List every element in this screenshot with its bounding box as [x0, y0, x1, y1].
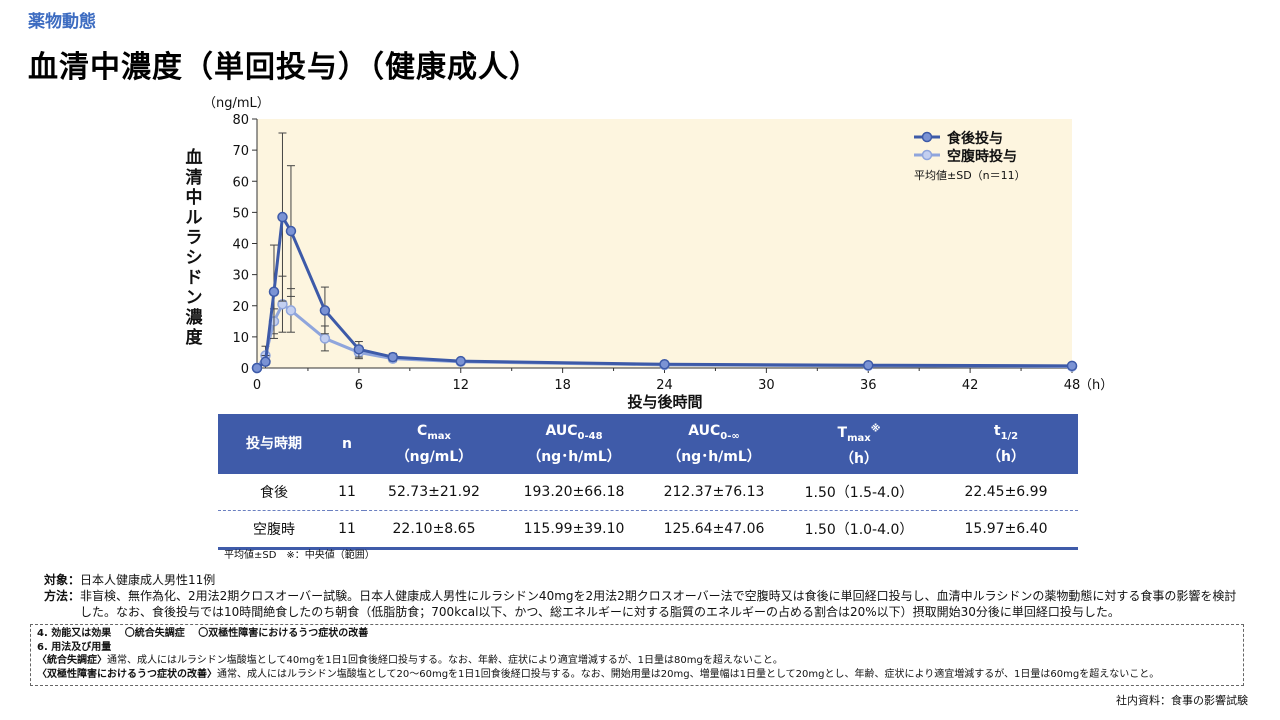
y-tick-label: 60: [232, 175, 249, 190]
table-cell: 212.37±76.13: [644, 474, 784, 511]
header-period-label: 投与時期: [246, 436, 302, 452]
method-row: 方法： 非盲検、無作為化、2用法2期クロスオーバー試験。日本人健康成人男性にルラ…: [44, 588, 1244, 620]
dosage-heading: 6. 用法及び用量: [37, 641, 112, 653]
table-cell: 15.97±6.40: [934, 510, 1078, 550]
source-note: 社内資料：食事の影響試験: [1116, 694, 1248, 707]
header-cmax-unit: （ng/mL）: [395, 448, 473, 465]
header-auc048-label: AUC0-48: [545, 423, 603, 442]
data-point: [387, 351, 399, 363]
data-point: [260, 356, 271, 368]
x-tick-label: 18: [554, 378, 571, 393]
data-point: [277, 211, 288, 223]
data-point: [863, 359, 874, 371]
table-cell: 22.45±6.99: [934, 474, 1078, 511]
table-header-row: 投与時期 n Cmax （ng/mL） AUC0-48 （ng･h/mL） AU…: [218, 414, 1078, 474]
data-point: [319, 305, 331, 316]
x-unit-label: （h）: [1079, 378, 1113, 393]
table-row: 食後 11 52.73±21.92 193.20±66.18 212.37±76…: [218, 474, 1078, 511]
subject-label: 対象：: [44, 573, 81, 587]
data-point: [251, 362, 263, 374]
table-cell: 52.73±21.92: [364, 474, 504, 511]
series-line: [256, 215, 1073, 370]
x-tick-label: 24: [656, 378, 673, 393]
x-axis-title: 投与後時間: [627, 393, 702, 411]
header-tmax: Tmax※ （h）: [784, 414, 934, 474]
table-cell: 11: [330, 510, 364, 550]
section-label: 薬物動態: [28, 12, 96, 32]
header-tmax-unit: （h）: [840, 450, 878, 467]
y-tick-label: 0: [241, 362, 249, 377]
pk-concentration-chart: 0 10 20 30 40 50 60 70 80 0 6 12 18 24 30 36 42 48 食後投与 空…: [203, 96, 1113, 411]
header-auc048: AUC0-48 （ng･h/mL）: [504, 414, 644, 474]
header-cmax: Cmax （ng/mL）: [364, 414, 504, 474]
subject-row: 対象： 日本人健康成人男性11例: [44, 572, 1244, 588]
x-tick-label: 42: [962, 378, 979, 393]
y-unit-label: （ng/mL）: [203, 96, 270, 111]
legend-label-fed: 食後投与: [947, 130, 1003, 147]
y-tick-label: 40: [232, 238, 249, 253]
x-tick-label: 12: [452, 378, 469, 393]
table-cell: 1.50（1.0-4.0）: [784, 510, 934, 550]
data-point: [353, 344, 365, 355]
header-period: 投与時期: [218, 414, 330, 474]
legend-note: 平均値±SD（n＝11）: [914, 169, 1026, 182]
x-tick-label: 30: [758, 378, 775, 393]
y-tick-label: 10: [232, 331, 249, 346]
y-tick-label: 70: [232, 144, 249, 159]
y-tick-label: 20: [232, 300, 249, 315]
data-point: [455, 355, 466, 367]
data-point: [285, 225, 297, 237]
data-point: [1066, 360, 1078, 372]
page-title: 血清中濃度（単回投与）（健康成人）: [28, 50, 540, 85]
study-notes: 対象： 日本人健康成人男性11例 方法： 非盲検、無作為化、2用法2期クロスオー…: [44, 572, 1244, 620]
x-tick-label: 0: [253, 378, 261, 393]
header-aucinf-unit: （ng･h/mL）: [667, 448, 761, 465]
table-cell: 193.20±66.18: [504, 474, 644, 511]
table-cell: 食後: [218, 474, 330, 511]
data-point: [319, 333, 331, 344]
table-cell: 空腹時: [218, 510, 330, 550]
header-cmax-label: Cmax: [417, 423, 451, 442]
data-point: [285, 305, 297, 316]
pk-parameters-table: 投与時期 n Cmax （ng/mL） AUC0-48 （ng･h/mL） AU…: [218, 414, 1078, 550]
method-label: 方法：: [44, 589, 81, 603]
header-aucinf-label: AUC0-∞: [688, 423, 740, 442]
series-fed: [251, 132, 1078, 374]
table-footnote: 平均値±SD ※：中央値（範囲）: [224, 550, 375, 561]
header-thalf: t1/2 （h）: [934, 414, 1078, 474]
method-text: 非盲検、無作為化、2用法2期クロスオーバー試験。日本人健康成人男性にルラシドン4…: [80, 589, 1237, 619]
y-tick-label: 30: [232, 269, 249, 284]
table-cell: 1.50（1.5-4.0）: [784, 474, 934, 511]
indication-line: 4. 効能又は効果 〇統合失調症 〇双極性障害におけるうつ症状の改善: [37, 628, 369, 639]
x-tick-label: 36: [860, 378, 877, 393]
table-cell: 22.10±8.65: [364, 510, 504, 550]
dosage-bipolar: 〈双極性障害におけるうつ症状の改善〉通常、成人にはルラシドン塩酸塩として20～6…: [37, 668, 1160, 680]
subject-text: 日本人健康成人男性11例: [80, 573, 216, 587]
x-tick-label: 6: [355, 378, 363, 393]
plot-background: [257, 119, 1072, 368]
y-axis-title: 血清中ルラシドン濃度: [185, 148, 203, 348]
y-tick-label: 80: [232, 113, 249, 128]
header-thalf-label: t1/2: [993, 423, 1019, 442]
legend-marker-fasted: [921, 149, 933, 161]
table-cell: 11: [330, 474, 364, 511]
header-thalf-unit: （h）: [987, 448, 1025, 465]
header-n: n: [330, 414, 364, 474]
header-auc048-unit: （ng･h/mL）: [527, 448, 621, 465]
x-tick-label: 48: [1064, 378, 1081, 393]
y-tick-label: 50: [232, 206, 249, 221]
indication-dosage-box: 4. 効能又は効果 〇統合失調症 〇双極性障害におけるうつ症状の改善 6. 用法…: [30, 624, 1244, 686]
data-point: [268, 286, 280, 297]
legend-marker-fed: [921, 131, 933, 143]
header-n-label: n: [342, 436, 352, 452]
data-point: [659, 359, 670, 370]
table-cell: 115.99±39.10: [504, 510, 644, 550]
dosage-schizophrenia: 〈統合失調症〉通常、成人にはルラシドン塩酸塩として40mgを1日1回食後経口投与…: [37, 655, 783, 666]
header-aucinf: AUC0-∞ （ng･h/mL）: [644, 414, 784, 474]
table-row: 空腹時 11 22.10±8.65 115.99±39.10 125.64±47…: [218, 510, 1078, 550]
table-cell: 125.64±47.06: [644, 510, 784, 550]
header-tmax-label: Tmax※: [837, 423, 881, 444]
legend-label-fasted: 空腹時投与: [947, 148, 1017, 165]
